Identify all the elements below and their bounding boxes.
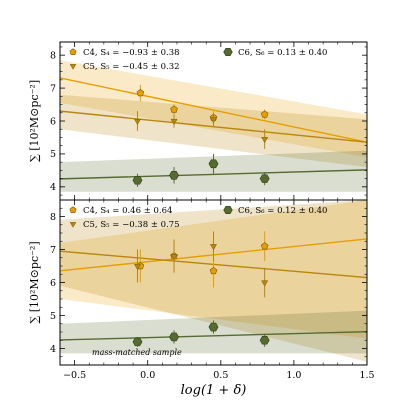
data-point-c5-3 bbox=[261, 137, 269, 144]
panels-group: 4 5 6 7 8 C4, S₄ = −0.93 ± 0.38 C5, S₅ = −0.45… bbox=[28, 41, 375, 381]
y-axis-label: ∑ [10²M⊙pc⁻²] bbox=[28, 80, 41, 162]
data-point-c6-2 bbox=[208, 159, 219, 169]
y-tick-label: 8 bbox=[50, 212, 56, 223]
legend-marker-c4 bbox=[69, 206, 77, 213]
legend-marker-c4 bbox=[69, 48, 77, 55]
data-point-c4-2 bbox=[209, 266, 218, 275]
panel-annotation: mass-matched sample bbox=[92, 348, 182, 357]
y-tick-label: 7 bbox=[50, 83, 56, 94]
fit-line-c5 bbox=[60, 110, 367, 143]
y-tick-label: 8 bbox=[50, 50, 56, 61]
data-point-c6-2 bbox=[208, 322, 219, 332]
plot-area bbox=[60, 60, 367, 192]
x-axis-label: log(1 + δ) bbox=[181, 383, 247, 398]
data-point-c6-1 bbox=[169, 332, 179, 342]
data-point-c6-0 bbox=[132, 337, 143, 347]
data-point-c5-0 bbox=[133, 118, 142, 126]
panel-1: 4 5 6 7 8 C4, S₄ = −0.93 ± 0.38 C5, S₅ = −0.45… bbox=[28, 41, 368, 201]
legend-marker-c6 bbox=[223, 47, 233, 57]
legend-entry-c4: C4, S₄ = 0.46 ± 0.64 bbox=[83, 206, 172, 216]
data-point-c5-2 bbox=[209, 117, 218, 124]
confidence-band-c4 bbox=[60, 60, 367, 158]
data-point-c5-1 bbox=[170, 254, 178, 261]
y-axis-label: ∑ [10²M⊙pc⁻²] bbox=[28, 241, 41, 323]
data-point-c4-3 bbox=[260, 242, 269, 250]
y-tick-label: 4 bbox=[50, 344, 56, 355]
data-point-c6-1 bbox=[169, 171, 179, 180]
data-point-c5-3 bbox=[261, 280, 269, 287]
legend-marker-c5 bbox=[69, 64, 77, 70]
y-tick-label: 6 bbox=[50, 278, 56, 289]
y-tick-label: 4 bbox=[50, 182, 56, 193]
fit-line-c6 bbox=[60, 330, 367, 341]
x-tick-label: 0.0 bbox=[140, 370, 155, 381]
plot-area bbox=[60, 200, 367, 362]
data-point-c6-0 bbox=[132, 175, 143, 185]
data-point-c5-0 bbox=[133, 263, 142, 271]
y-tick-label: 5 bbox=[50, 149, 56, 160]
data-point-c5-1 bbox=[170, 118, 178, 126]
data-point-c6-3 bbox=[259, 335, 270, 345]
legend-entry-c4: C4, S₄ = −0.93 ± 0.38 bbox=[83, 48, 180, 58]
legend-entry-c6: C6, S₆ = 0.12 ± 0.40 bbox=[238, 206, 327, 216]
legend-marker-c5 bbox=[69, 222, 77, 228]
confidence-band-c5 bbox=[60, 94, 367, 168]
data-point-c4-1 bbox=[170, 105, 178, 113]
legend-entry-c5: C5, S₅ = −0.45 ± 0.32 bbox=[83, 62, 180, 72]
panel-2: 4 5 6 7 8 −0.5 0.0 0.5 1.0 1.5 C4, S₄ = 0.46 ± 0.6… bbox=[28, 199, 375, 381]
data-point-c5-2 bbox=[209, 244, 218, 251]
x-tick-label: 0.5 bbox=[213, 370, 228, 381]
y-tick-label: 7 bbox=[50, 245, 56, 256]
legend-marker-c6 bbox=[223, 205, 233, 215]
legend-entry-c5: C5, S₅ = −0.38 ± 0.75 bbox=[83, 220, 180, 230]
legend-entry-c6: C6, S₆ = 0.13 ± 0.40 bbox=[238, 48, 327, 58]
x-tick-label: 1.5 bbox=[359, 370, 374, 381]
fit-line-c6 bbox=[60, 169, 367, 180]
y-tick-label: 5 bbox=[50, 311, 56, 322]
data-point-c4-3 bbox=[260, 110, 269, 118]
x-tick-label: 1.0 bbox=[286, 370, 301, 381]
y-tick-label: 6 bbox=[50, 116, 56, 127]
data-point-c6-3 bbox=[259, 174, 270, 183]
fit-line-c4 bbox=[60, 77, 367, 143]
data-point-c4-0 bbox=[136, 89, 145, 97]
x-tick-label: −0.5 bbox=[63, 370, 86, 381]
